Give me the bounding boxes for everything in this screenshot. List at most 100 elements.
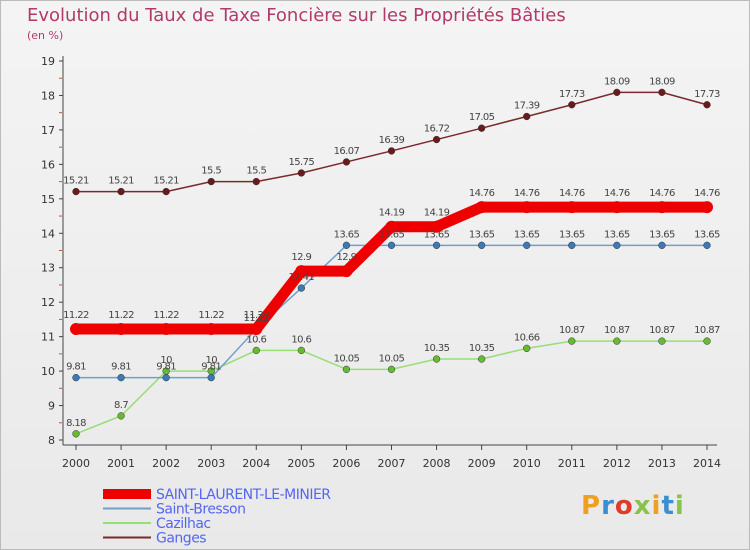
data-point — [613, 241, 621, 249]
data-label: 8.18 — [66, 418, 86, 429]
logo-letter: x — [633, 491, 652, 521]
data-point — [523, 112, 531, 121]
data-point — [430, 220, 443, 233]
data-label: 13.65 — [649, 229, 675, 240]
data-label: 13.65 — [379, 229, 405, 240]
data-point — [252, 177, 260, 186]
data-point — [205, 323, 218, 336]
data-point — [117, 412, 125, 420]
y-tick-label: 11 — [41, 331, 55, 344]
y-tick-label: 15 — [41, 193, 55, 206]
data-label: 13.65 — [694, 229, 720, 240]
data-label: 17.05 — [469, 112, 495, 123]
x-tick-label: 2011 — [558, 457, 586, 470]
data-point — [387, 241, 396, 249]
data-label: 15.21 — [108, 176, 134, 187]
data-label: 11.22 — [243, 313, 269, 324]
data-label: 9.81 — [111, 362, 131, 373]
data-label: 14.76 — [604, 188, 630, 199]
data-point — [207, 177, 215, 186]
data-label: 10.6 — [291, 334, 311, 345]
data-point — [117, 373, 125, 382]
data-label: 11.22 — [198, 310, 224, 321]
y-tick-label: 9 — [48, 400, 55, 413]
data-point — [658, 241, 666, 249]
y-tick-label: 18 — [41, 89, 55, 102]
logo-letter: o — [614, 491, 634, 521]
data-point — [70, 323, 82, 336]
legend-label: Ganges — [156, 531, 206, 547]
x-tick-label: 2010 — [513, 457, 541, 470]
chart-unit: (en %) — [27, 29, 64, 42]
x-tick-label: 2008 — [423, 457, 451, 470]
plot-area — [63, 61, 719, 441]
data-point — [342, 158, 351, 166]
data-label: 15.21 — [153, 176, 179, 187]
data-point — [162, 373, 170, 382]
data-label: 14.76 — [469, 188, 495, 199]
data-point — [297, 284, 306, 292]
data-point — [568, 101, 576, 109]
data-point — [655, 201, 668, 214]
data-point — [117, 187, 125, 196]
y-tick-label: 19 — [41, 55, 55, 68]
data-label: 10 — [160, 355, 172, 366]
data-point — [342, 365, 351, 374]
x-tick-label: 2014 — [693, 457, 721, 470]
data-point — [295, 265, 308, 278]
data-point — [613, 337, 621, 345]
data-point — [207, 373, 215, 382]
y-tick-label: 13 — [41, 262, 55, 275]
legend-label: Cazilhac — [156, 516, 211, 532]
data-label: 13.65 — [424, 229, 450, 240]
data-point — [703, 337, 711, 345]
data-point — [385, 220, 398, 233]
data-point — [160, 323, 173, 336]
data-label: 10.6 — [246, 334, 266, 345]
proxiti-logo: Proxiti — [581, 491, 685, 521]
data-point — [297, 169, 306, 177]
data-label: 14.19 — [424, 208, 450, 219]
y-tick-label: 16 — [41, 158, 55, 171]
chart-title: Evolution du Taux de Taxe Foncière sur l… — [27, 5, 566, 26]
y-tick-label: 10 — [41, 365, 55, 378]
x-tick-label: 2000 — [62, 457, 90, 470]
y-tick-label: 14 — [41, 227, 55, 240]
x-tick-label: 2004 — [242, 457, 270, 470]
data-point — [72, 187, 80, 196]
x-tick-label: 2005 — [287, 457, 315, 470]
data-point — [568, 241, 576, 249]
data-label: 10.05 — [334, 353, 360, 364]
data-label: 14.19 — [379, 208, 405, 219]
x-tick-label: 2003 — [197, 457, 225, 470]
data-point — [523, 344, 531, 353]
x-tick-label: 2013 — [648, 457, 676, 470]
legend: SAINT-LAURENT-LE-MINIERSaint-BressonCazi… — [103, 487, 332, 547]
x-tick-label: 2009 — [468, 457, 496, 470]
data-point — [703, 101, 711, 109]
series-layer — [70, 88, 713, 438]
data-label: 15.21 — [63, 176, 89, 187]
data-point — [432, 135, 441, 144]
y-tick-label: 8 — [48, 434, 55, 447]
data-point — [477, 241, 486, 249]
data-point — [565, 201, 578, 214]
legend-label: SAINT-LAURENT-LE-MINIER — [156, 487, 331, 503]
data-label: 16.39 — [379, 135, 405, 146]
data-label: 10.05 — [379, 353, 405, 364]
data-label: 10.87 — [649, 325, 675, 336]
x-tick-label: 2001 — [107, 457, 135, 470]
data-label: 11.22 — [153, 310, 179, 321]
logo-letter: i — [651, 491, 662, 521]
data-point — [613, 88, 621, 97]
data-label: 17.73 — [694, 89, 720, 100]
data-point — [658, 337, 666, 345]
data-point — [610, 201, 623, 214]
data-label: 10.66 — [514, 332, 540, 343]
data-point — [340, 265, 353, 278]
data-label: 9.81 — [201, 362, 221, 373]
data-point — [252, 346, 260, 355]
logo-letter: r — [601, 491, 615, 521]
data-label: 8.7 — [114, 400, 128, 411]
